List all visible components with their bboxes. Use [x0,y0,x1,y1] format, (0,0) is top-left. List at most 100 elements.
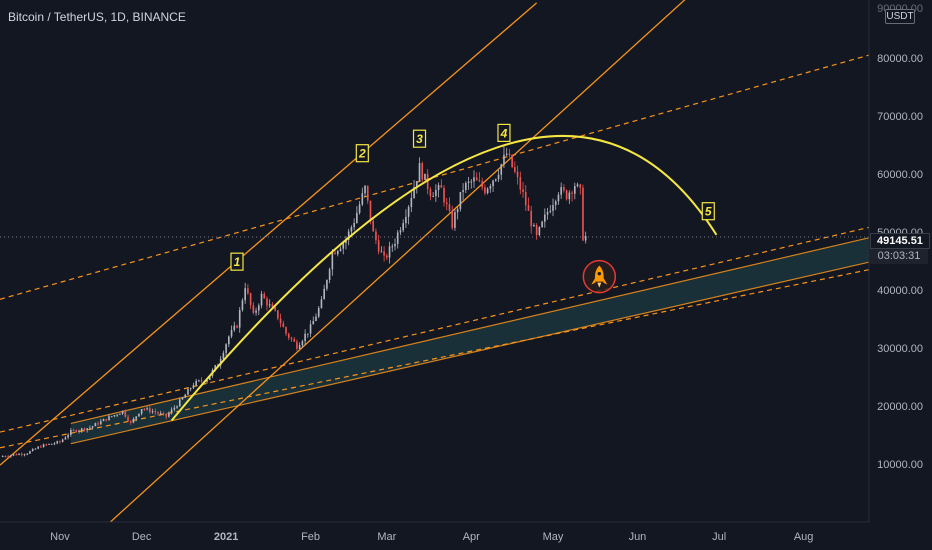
candle-body[interactable] [10,455,12,457]
candle-body[interactable] [500,164,503,175]
candle-body[interactable] [80,428,83,431]
candle-body[interactable] [228,336,230,345]
candle-body[interactable] [208,375,211,380]
candle-body[interactable] [563,187,565,191]
candle-body[interactable] [29,451,31,454]
candle-body[interactable] [230,329,233,337]
candle-body[interactable] [162,413,165,415]
candle-body[interactable] [516,171,519,178]
candle-body[interactable] [149,408,151,412]
candle-body[interactable] [15,454,18,456]
candle-body[interactable] [45,444,48,446]
candle-body[interactable] [121,410,124,414]
candle-body[interactable] [159,413,162,415]
candle-body[interactable] [277,310,279,319]
dashed-trendline-2[interactable] [0,226,869,433]
candle-body[interactable] [454,212,456,228]
candle-body[interactable] [388,246,391,258]
candle-body[interactable] [315,316,317,321]
candle-body[interactable] [293,339,296,342]
candle-body[interactable] [497,174,500,180]
candle-body[interactable] [443,187,445,203]
candle-body[interactable] [165,413,167,417]
candle-body[interactable] [317,308,320,317]
candle-body[interactable] [233,325,236,330]
candle-body[interactable] [560,187,562,195]
candle-body[interactable] [129,421,132,423]
candle-body[interactable] [522,189,524,192]
candle-body[interactable] [184,394,187,398]
candle-body[interactable] [86,428,88,431]
candle-body[interactable] [514,167,516,172]
candle-body[interactable] [225,344,227,353]
candle-body[interactable] [271,304,274,308]
candle-body[interactable] [475,177,478,181]
candle-body[interactable] [492,180,494,187]
candle-body[interactable] [557,194,560,202]
candle-body[interactable] [20,453,23,455]
candle-body[interactable] [50,443,53,445]
candle-body[interactable] [94,423,97,427]
candle-body[interactable] [290,337,293,340]
candle-body[interactable] [334,252,336,255]
candle-body[interactable] [78,430,80,432]
candle-body[interactable] [200,380,203,382]
candle-body[interactable] [146,408,148,410]
candle-body[interactable] [541,221,543,228]
candle-body[interactable] [451,210,454,228]
x-axis[interactable]: Nov Dec 2021 Feb Mar Apr May Jun Jul Aug [50,531,813,543]
candle-body[interactable] [99,421,102,425]
candle-body[interactable] [402,223,404,231]
candle-body[interactable] [494,179,497,181]
candle-body[interactable] [7,456,9,458]
candle-body[interactable] [546,212,549,215]
candle-body[interactable] [353,222,355,228]
candle-body[interactable] [113,415,116,417]
candle-body[interactable] [350,227,353,232]
candle-body[interactable] [320,299,323,309]
candle-body[interactable] [268,304,271,306]
candle-body[interactable] [424,173,426,180]
candle-body[interactable] [64,437,67,440]
candle-body[interactable] [415,181,418,188]
candle-body[interactable] [361,193,364,205]
candle-body[interactable] [59,441,61,443]
currency-badge[interactable]: USDT [885,9,915,24]
candle-body[interactable] [573,186,576,194]
y-axis[interactable]: 10000.0020000.0030000.0040000.0050000.00… [877,3,923,471]
candle-body[interactable] [503,154,505,165]
candle-body[interactable] [304,333,306,342]
candle-body[interactable] [176,406,178,408]
candle-body[interactable] [445,202,448,205]
candle-body[interactable] [67,434,69,438]
rocket-icon[interactable] [582,259,617,294]
candle-body[interactable] [366,185,369,201]
candle-body[interactable] [413,187,415,199]
candle-body[interactable] [252,305,255,313]
candle-body[interactable] [448,204,451,211]
candle-body[interactable] [473,177,475,182]
candle-body[interactable] [108,416,110,421]
candle-body[interactable] [331,252,334,270]
candle-body[interactable] [181,397,184,400]
channel-lower-line[interactable] [70,261,869,445]
candle-body[interactable] [372,220,375,232]
candle-body[interactable] [380,251,383,253]
candle-body[interactable] [296,341,298,349]
candle-body[interactable] [582,187,584,241]
candle-body[interactable] [257,305,260,311]
candle-body[interactable] [34,448,37,450]
candle-body[interactable] [386,255,388,258]
candle-body[interactable] [1,456,4,458]
candle-body[interactable] [405,216,407,224]
candle-body[interactable] [484,187,486,194]
candle-body[interactable] [375,231,377,241]
candle-body[interactable] [105,419,108,421]
candle-body[interactable] [399,230,402,233]
candle-body[interactable] [347,231,350,240]
candle-body[interactable] [97,423,99,425]
candle-body[interactable] [249,293,252,306]
candle-body[interactable] [127,416,129,422]
candle-body[interactable] [396,232,399,244]
candle-body[interactable] [132,418,135,423]
